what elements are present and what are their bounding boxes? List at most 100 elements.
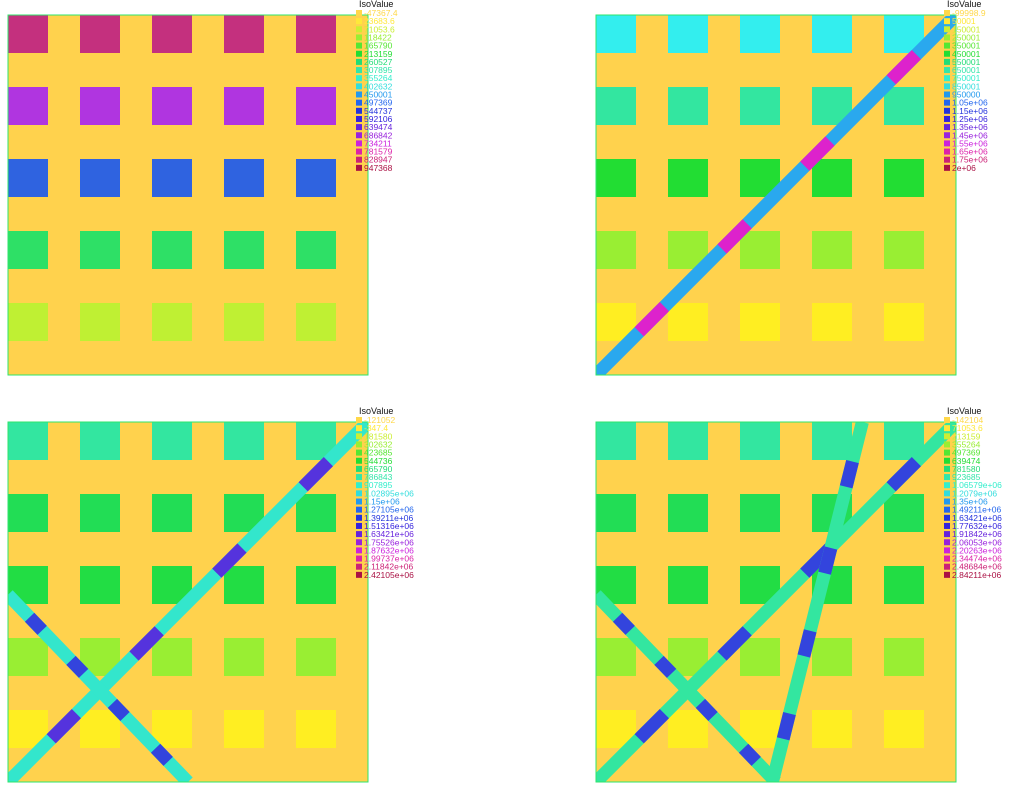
legend-label: 250001 <box>952 32 981 42</box>
legend-swatch <box>944 26 950 33</box>
legend-swatch <box>944 465 950 472</box>
legend-label: -99998.9 <box>952 8 986 18</box>
legend-label: 1.63421e+06 <box>364 529 414 539</box>
legend-swatch <box>944 457 950 464</box>
legend-swatch <box>944 132 950 139</box>
legend-label: 650001 <box>952 65 981 75</box>
bands <box>8 422 368 782</box>
heatmap-block <box>152 638 192 676</box>
legend-title: IsoValue <box>359 0 393 9</box>
heatmap-block <box>668 494 708 532</box>
legend-title: IsoValue <box>947 0 981 9</box>
band-highlight <box>776 712 796 741</box>
legend-label: 71053.6 <box>952 423 983 433</box>
legend-swatch <box>356 18 362 25</box>
band-highlight <box>24 612 47 635</box>
legend-swatch <box>356 514 362 521</box>
isovalue-plot-top-left: IsoValue -47367.4 23683.6 71053.6 118422 1657… <box>6 0 416 380</box>
heatmap-block <box>80 422 120 460</box>
legend-swatch <box>944 498 950 505</box>
legend-swatch <box>944 42 950 49</box>
isovalue-plot-svg: IsoValue-121052-347.41815803026324236855… <box>7 406 414 783</box>
legend-swatch <box>944 571 950 578</box>
heatmap-block <box>152 422 192 460</box>
band-highlight <box>612 612 635 635</box>
legend-swatch <box>944 124 950 131</box>
legend-swatch <box>944 50 950 57</box>
legend-label: 1.06579e+06 <box>952 480 1002 490</box>
legend-label: 23683.6 <box>364 16 395 26</box>
legend-title: IsoValue <box>359 406 393 416</box>
plot-frame <box>595 421 957 783</box>
legend: IsoValue-99998.9500011500012500013500014… <box>944 0 988 173</box>
heatmap-block <box>884 638 924 676</box>
heatmap-block <box>668 422 708 460</box>
heatmap-block <box>152 87 192 125</box>
legend-swatch <box>356 50 362 57</box>
legend-label: 665790 <box>364 464 393 474</box>
legend-label: 450001 <box>952 49 981 59</box>
legend-swatch <box>356 156 362 163</box>
heatmap-block <box>224 87 264 125</box>
plot-area <box>595 14 957 376</box>
legend-swatch <box>356 164 362 171</box>
heatmap-block <box>296 566 336 604</box>
legend-label: 2.84211e+06 <box>952 570 1002 580</box>
band-highlight <box>695 698 718 721</box>
legend-label: 1.35e+06 <box>952 497 988 507</box>
heatmap-block <box>740 638 780 676</box>
legend-swatch <box>356 531 362 538</box>
heatmap-block <box>152 15 192 53</box>
legend-label: 1.2079e+06 <box>952 488 997 498</box>
legend-swatch <box>356 26 362 33</box>
band-highlight <box>738 743 761 766</box>
legend-label: 165790 <box>364 41 393 51</box>
legend-swatch <box>356 522 362 529</box>
legend-swatch <box>944 547 950 554</box>
heatmap-block <box>740 710 780 748</box>
legend-swatch <box>356 83 362 90</box>
legend-label: 2.34474e+06 <box>952 554 1002 564</box>
heatmap-block <box>740 15 780 53</box>
legend-swatch <box>944 58 950 65</box>
legend-label: 828947 <box>364 155 393 165</box>
legend-swatch <box>944 164 950 171</box>
legend-label: 2.06053e+06 <box>952 537 1002 547</box>
heatmap-block <box>152 303 192 341</box>
legend-swatch <box>356 465 362 472</box>
legend-swatch <box>944 490 950 497</box>
heatmap-block <box>8 231 48 269</box>
heatmap-block <box>884 566 924 604</box>
legend-label: 260527 <box>364 57 393 67</box>
heatmap-block <box>596 494 636 532</box>
heatmap-block <box>152 710 192 748</box>
legend-swatch <box>356 482 362 489</box>
legend-label: 550001 <box>952 57 981 67</box>
legend-label: 2.11842e+06 <box>364 562 414 572</box>
legend-title: IsoValue <box>947 406 981 416</box>
isovalue-plot-svg: IsoValue-14210471053.6213159355264497369… <box>595 406 1002 783</box>
heatmap-block <box>812 15 852 53</box>
heatmap-block <box>80 303 120 341</box>
legend-label: 1.35e+06 <box>952 122 988 132</box>
band-highlight <box>129 626 164 661</box>
legend-label: 923685 <box>952 472 981 482</box>
legend-label: 781580 <box>952 464 981 474</box>
heatmap-block <box>224 303 264 341</box>
legend-swatch <box>944 506 950 513</box>
band-highlight <box>839 460 859 489</box>
heatmap-block <box>152 231 192 269</box>
legend-swatch <box>944 563 950 570</box>
legend-label: 1.87632e+06 <box>364 545 414 555</box>
heatmap-block <box>296 231 336 269</box>
legend-swatch <box>356 490 362 497</box>
band-highlight <box>107 698 130 721</box>
bands <box>596 15 956 375</box>
legend-swatch <box>944 433 950 440</box>
legend-swatch <box>944 417 950 423</box>
legend-swatch <box>356 571 362 578</box>
heatmap-block <box>80 566 120 604</box>
heatmap-block <box>152 494 192 532</box>
heatmap-block <box>812 231 852 269</box>
heatmap-block <box>884 231 924 269</box>
